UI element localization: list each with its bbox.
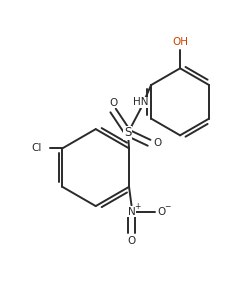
Text: O: O	[108, 98, 117, 108]
Text: −: −	[164, 202, 170, 211]
Text: Cl: Cl	[31, 143, 41, 153]
Text: O: O	[152, 138, 160, 148]
Text: N: N	[127, 207, 135, 217]
Text: OH: OH	[172, 37, 187, 47]
Text: +: +	[133, 202, 140, 211]
Text: HN: HN	[132, 97, 148, 107]
Text: S: S	[124, 126, 131, 139]
Text: O: O	[127, 236, 135, 246]
Text: O: O	[156, 207, 165, 217]
